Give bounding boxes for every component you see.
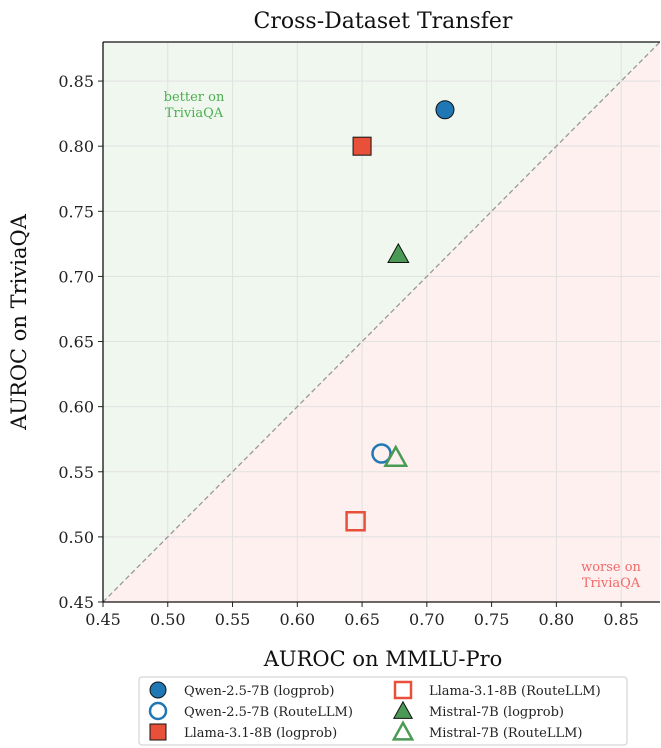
data-point-triangle <box>387 242 410 264</box>
data-point-circle <box>371 443 392 464</box>
region-label-worse-line2: TriviaQA <box>582 576 641 591</box>
y-axis-label: AUROC on TriviaQA <box>7 213 31 431</box>
legend-marker-triangle <box>392 700 414 719</box>
legend-box <box>138 676 628 746</box>
data-point-circle <box>435 100 455 120</box>
data-point-square <box>352 136 372 156</box>
legend: Qwen-2.5-7B (logprob) Qwen-2.5-7B (RouteL… <box>138 676 628 746</box>
legend-entry-label: Qwen-2.5-7B (logprob) <box>184 684 334 699</box>
x-tick-label: 0.55 <box>215 610 251 629</box>
legend-entry-label: Mistral-7B (RouteLLM) <box>429 726 582 741</box>
legend-entry-label: Llama-3.1-8B (RouteLLM) <box>429 684 601 699</box>
diagonal-reference-line <box>102 41 661 603</box>
region-label-better-line2: TriviaQA <box>165 106 224 121</box>
region-label-better: better on TriviaQA <box>164 90 225 121</box>
x-tick-label: 0.70 <box>409 610 445 629</box>
x-tick-label: 0.50 <box>150 610 186 629</box>
y-tick-label: 0.75 <box>58 202 94 221</box>
y-tick-label: 0.60 <box>58 398 94 417</box>
legend-marker-circle <box>148 701 168 721</box>
data-point-triangle <box>383 444 409 467</box>
x-tick-label: 0.60 <box>279 610 315 629</box>
x-tick-label: 0.80 <box>539 610 575 629</box>
x-tick-label: 0.85 <box>603 610 639 629</box>
legend-marker-square <box>149 723 167 741</box>
region-label-worse: worse on TriviaQA <box>581 560 641 591</box>
y-tick-label: 0.70 <box>58 267 94 286</box>
plot-area: 0.45 0.50 0.55 0.60 0.65 0.70 0.75 0.80 0.85 0.45… <box>58 41 661 629</box>
chart-title: Cross-Dataset Transfer <box>254 9 513 34</box>
region-label-better-line1: better on <box>164 90 225 105</box>
legend-entry-label: Llama-3.1-8B (logprob) <box>184 726 337 741</box>
legend-marker-square <box>393 680 413 700</box>
legend-marker-circle <box>149 681 167 699</box>
legend-entry-label: Qwen-2.5-7B (RouteLLM) <box>184 705 353 720</box>
y-tick-label: 0.50 <box>58 528 94 547</box>
legend-entry-label: Mistral-7B (logprob) <box>429 705 564 720</box>
y-tick-label: 0.55 <box>58 463 94 482</box>
y-tick-label: 0.80 <box>58 137 94 156</box>
y-tick-label: 0.65 <box>58 333 94 352</box>
y-tick-label: 0.45 <box>58 593 94 612</box>
region-label-worse-line1: worse on <box>581 560 641 575</box>
x-tick-label: 0.75 <box>474 610 510 629</box>
y-tick-label: 0.85 <box>58 72 94 91</box>
x-tick-label: 0.45 <box>85 610 121 629</box>
data-point-square <box>345 511 366 532</box>
x-tick-label: 0.65 <box>344 610 380 629</box>
x-axis-label: AUROC on MMLU-Pro <box>263 647 503 671</box>
legend-marker-triangle <box>391 720 415 741</box>
